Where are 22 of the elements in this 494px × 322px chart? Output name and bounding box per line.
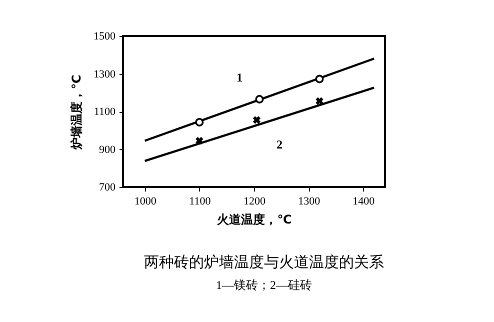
x-tick-label: 1100 (189, 196, 212, 208)
y-tick-label: 900 (99, 144, 116, 156)
text: 1—镁砖；2—硅砖 (216, 278, 312, 292)
x-tick-label: 1400 (352, 196, 376, 208)
x-tick-label: 1200 (244, 196, 266, 208)
text: 两种砖的炉墙温度与火道温度的关系 (144, 254, 384, 271)
point (195, 118, 204, 127)
y-tick-label: 1500 (94, 30, 116, 42)
x-tick-label: 1000 (134, 196, 157, 208)
y-tick-label: 700 (99, 182, 116, 194)
point (315, 74, 324, 84)
point (316, 97, 324, 105)
point (255, 94, 264, 104)
series-label: 1 (236, 70, 242, 85)
y-tick-label: 1100 (94, 106, 116, 118)
x-axis-title: 火道温度，℃ (216, 212, 292, 226)
y-axis-title: 炉墙温度，℃ (70, 74, 84, 150)
series-label: 2 (276, 137, 282, 152)
x-tick-label: 1300 (298, 196, 321, 208)
y-tick-label: 1300 (94, 68, 116, 80)
point (252, 116, 261, 124)
point (196, 136, 204, 145)
